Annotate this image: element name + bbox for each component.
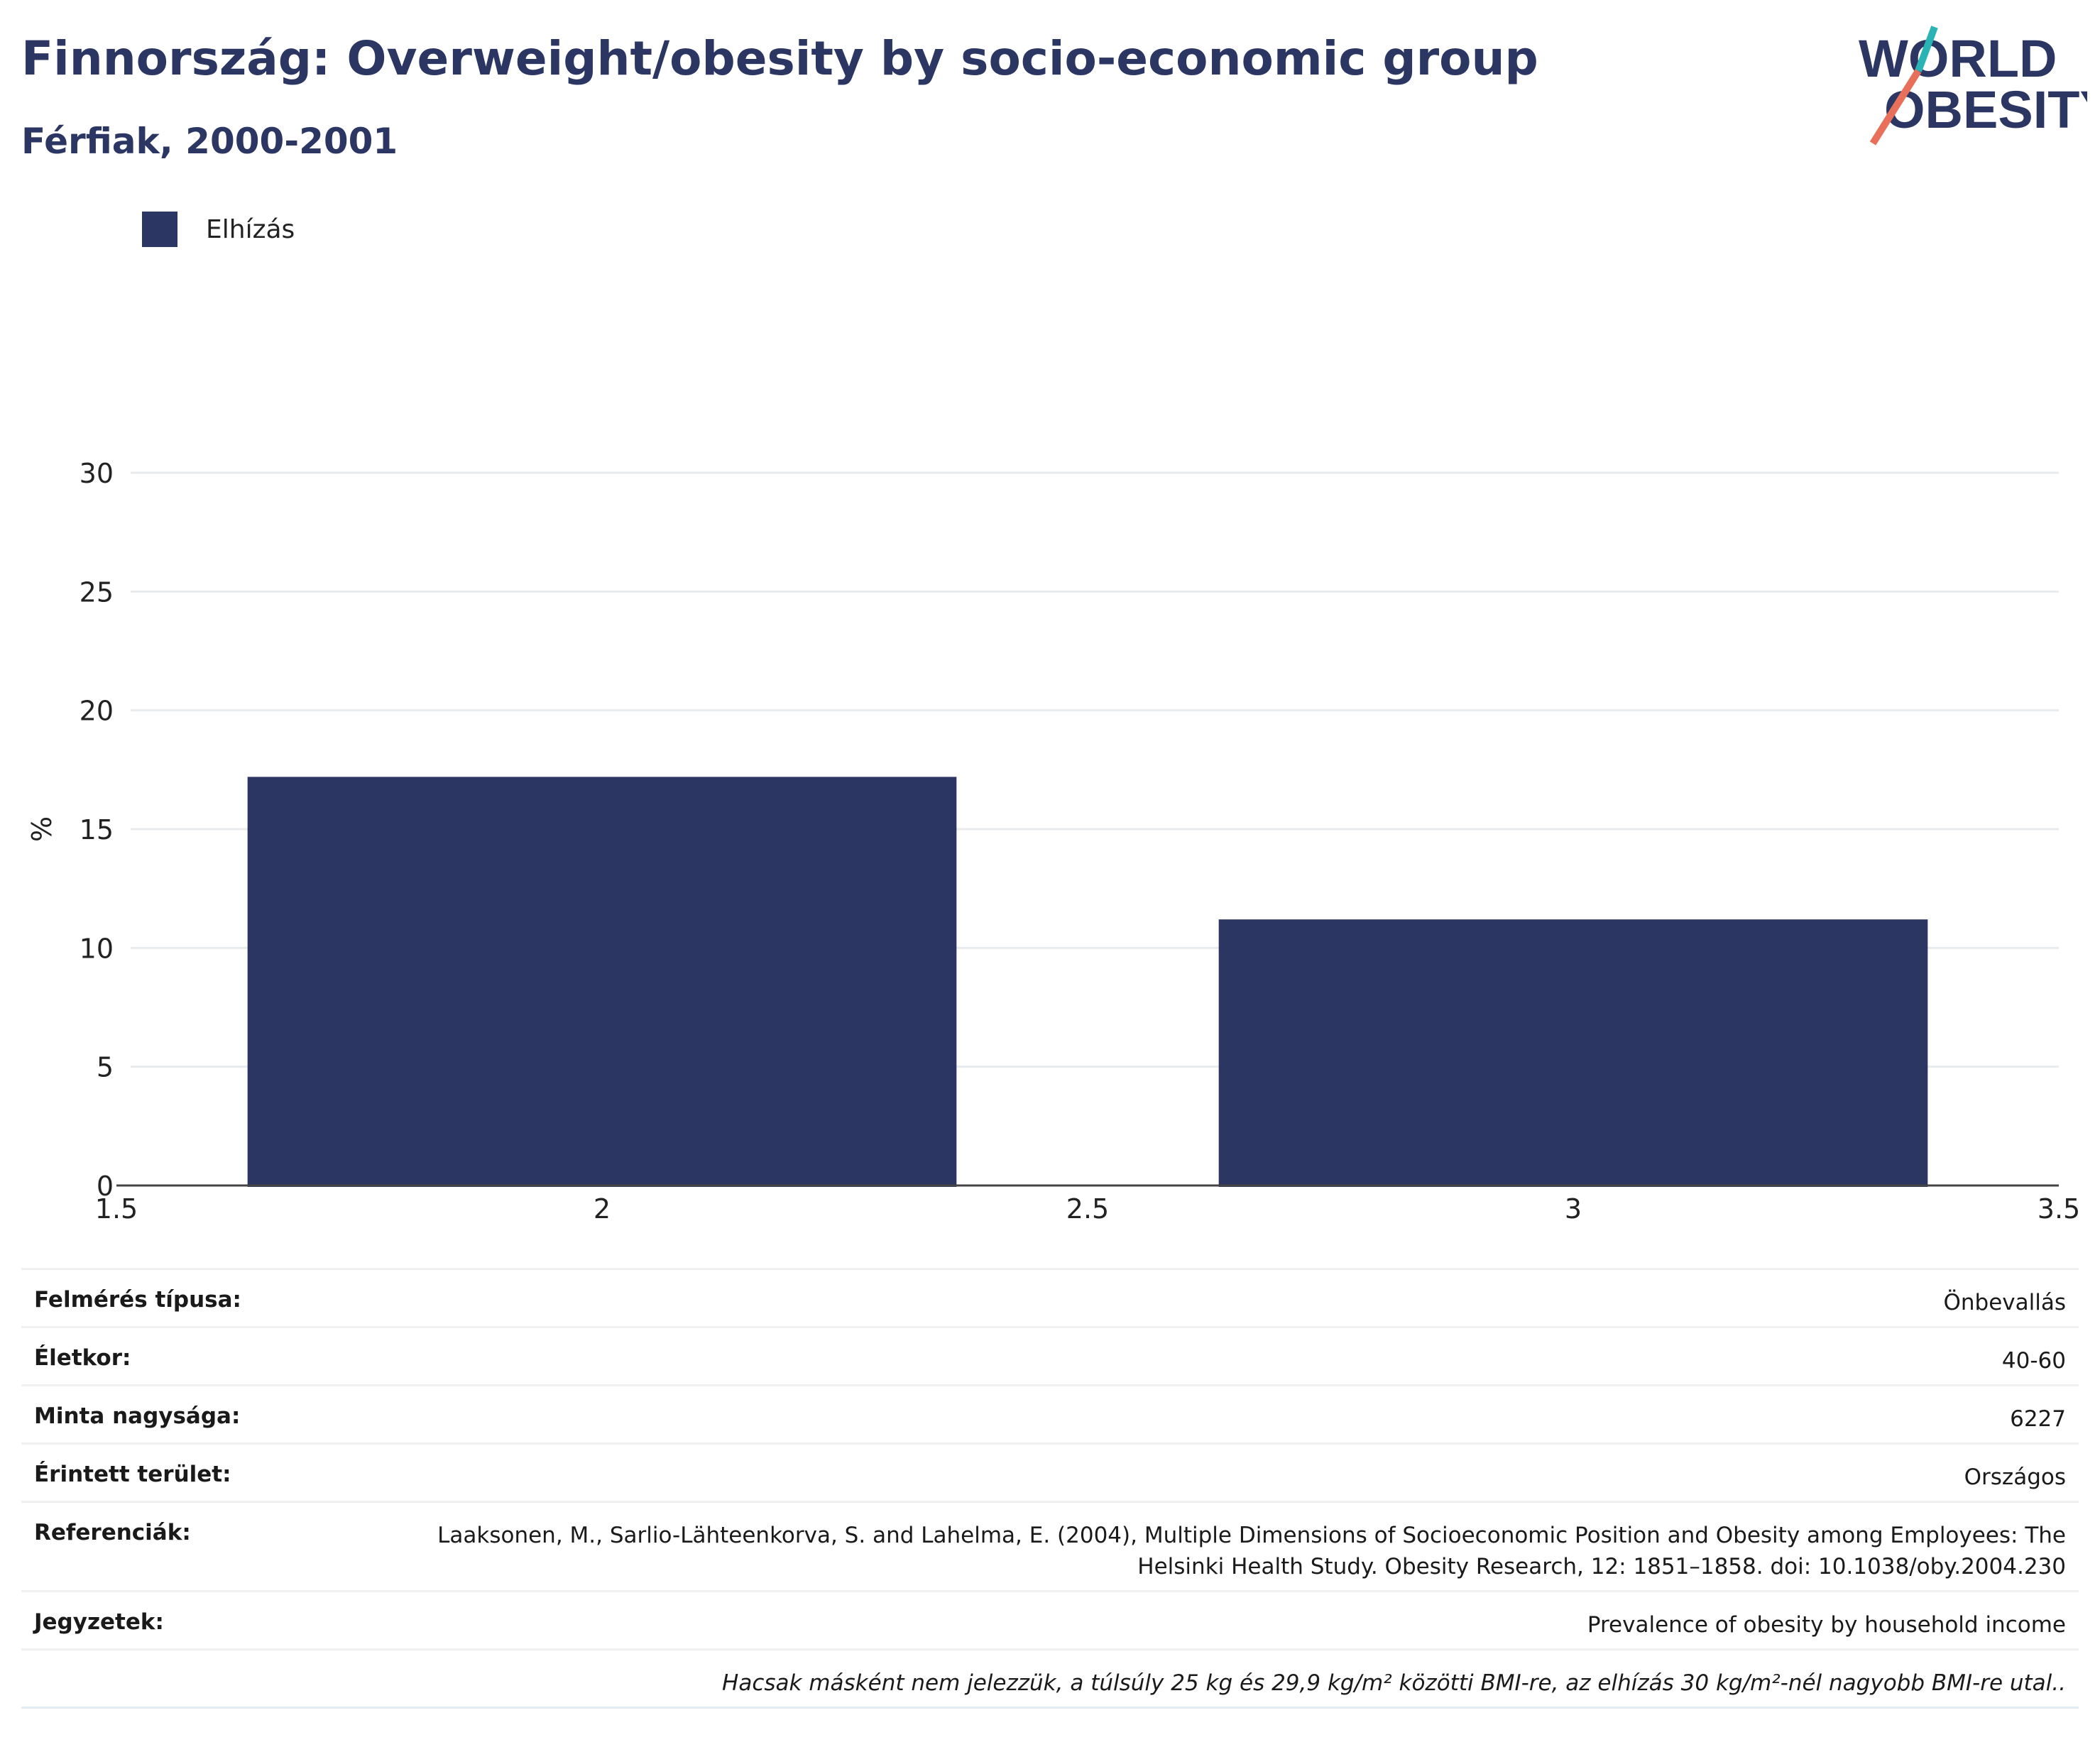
info-value: Laaksonen, M., Sarlio-Lähteenkorva, S. a… <box>376 1501 2079 1592</box>
info-row-footnote: Hacsak másként nem jelezzük, a túlsúly 2… <box>21 1648 2079 1709</box>
chart-subtitle: Férfiak, 2000-2001 <box>21 121 398 162</box>
chart-title: Finnország: Overweight/obesity by socio-… <box>21 31 1538 86</box>
info-value: Önbevallás <box>376 1268 2079 1327</box>
y-axis-label: % <box>26 816 58 842</box>
y-tick-label: 10 <box>80 933 114 964</box>
y-tick-label: 0 <box>97 1171 114 1202</box>
info-row-references: Referenciák: Laaksonen, M., Sarlio-Lähte… <box>21 1501 2079 1592</box>
x-tick-label: 2.5 <box>1066 1193 1109 1225</box>
y-tick-label: 20 <box>80 696 114 727</box>
x-tick-label: 3.5 <box>2038 1193 2080 1225</box>
info-key: Minta nagysága: <box>21 1384 376 1444</box>
info-row-sample-size: Minta nagysága: 6227 <box>21 1384 2079 1444</box>
x-tick-label: 2 <box>594 1193 611 1225</box>
y-tick-label: 25 <box>80 576 114 608</box>
y-tick-label: 30 <box>80 458 114 489</box>
bar-chart: 0 5 10 15 20 25 30 1.5 2 2.5 3 3.5% <box>26 458 2080 1225</box>
info-table: Felmérés típusa: Önbevallás Életkor: 40-… <box>21 1268 2079 1709</box>
y-tick-label: 15 <box>80 814 114 845</box>
info-key: Érintett terület: <box>21 1442 376 1502</box>
info-row-age: Életkor: 40-60 <box>21 1326 2079 1386</box>
world-obesity-logo: WORLD OBESITY <box>1859 26 2087 146</box>
x-tick-label: 3 <box>1565 1193 1582 1225</box>
x-tick-label: 1.5 <box>95 1193 138 1225</box>
legend-label: Elhízás <box>206 214 295 244</box>
y-tick-label: 5 <box>97 1052 114 1083</box>
info-key: Életkor: <box>21 1326 376 1386</box>
info-row-survey-type: Felmérés típusa: Önbevallás <box>21 1268 2079 1327</box>
info-key: Referenciák: <box>21 1501 376 1592</box>
info-key: Jegyzetek: <box>21 1590 376 1650</box>
svg-text:OBESITY: OBESITY <box>1884 80 2087 139</box>
legend-swatch <box>142 212 177 247</box>
bar <box>247 777 957 1187</box>
info-key: Felmérés típusa: <box>21 1268 376 1327</box>
legend: Elhízás <box>142 210 295 248</box>
info-row-notes: Jegyzetek: Prevalence of obesity by hous… <box>21 1590 2079 1650</box>
info-value: Országos <box>376 1442 2079 1502</box>
info-row-area: Érintett terület: Országos <box>21 1442 2079 1502</box>
info-value: 40-60 <box>376 1326 2079 1386</box>
info-value: Prevalence of obesity by household incom… <box>376 1590 2079 1650</box>
info-value: 6227 <box>376 1384 2079 1444</box>
bar <box>1218 919 1928 1187</box>
svg-text:WORLD: WORLD <box>1859 29 2057 88</box>
footnote: Hacsak másként nem jelezzük, a túlsúly 2… <box>21 1648 2079 1709</box>
